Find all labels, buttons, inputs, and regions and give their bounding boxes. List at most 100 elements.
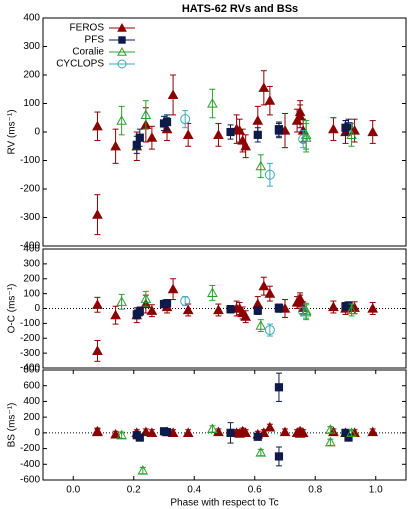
data-point (226, 127, 235, 137)
data-point (274, 303, 284, 312)
data-point (146, 305, 158, 315)
x-tick-label: 0.6 (248, 485, 262, 496)
data-point (253, 306, 262, 315)
data-point (255, 160, 267, 171)
data-point (182, 129, 194, 139)
data-point (274, 125, 284, 134)
y-tick-label: -300 (20, 212, 40, 223)
data-point (132, 140, 141, 149)
data-point (346, 427, 357, 437)
data-point (226, 305, 235, 314)
data-point (162, 117, 172, 127)
data-point (182, 304, 194, 315)
data-point (344, 433, 353, 442)
data-point (92, 345, 103, 355)
y-axis-label: RV (ms⁻¹) (7, 109, 18, 154)
data-point (258, 280, 270, 291)
data-point (264, 288, 276, 298)
data-point (146, 427, 158, 437)
data-point (226, 428, 235, 437)
data-point (182, 427, 194, 437)
data-point (344, 122, 353, 131)
y-tick-label: -100 (20, 318, 40, 329)
data-point (298, 134, 309, 145)
data-point (110, 140, 121, 151)
data-point (116, 296, 127, 306)
legend-label: PFS (85, 35, 105, 46)
data-point (240, 311, 252, 321)
data-point (346, 304, 357, 315)
y-tick-label: 0 (34, 303, 40, 314)
data-point (264, 95, 276, 105)
y-tick-label: 0 (34, 427, 40, 438)
y-tick-label: -200 (20, 443, 40, 454)
data-point (325, 424, 336, 434)
data-point (367, 302, 379, 313)
data-point (180, 114, 191, 125)
data-point (367, 126, 379, 137)
y-tick-label: -400 (20, 241, 40, 252)
data-point (92, 209, 103, 219)
y-tick-label: 0 (34, 127, 40, 138)
y-tick-label: 300 (23, 259, 40, 270)
data-point (135, 307, 144, 316)
legend-marker (117, 59, 127, 69)
data-point (110, 309, 121, 320)
data-point (207, 287, 218, 297)
data-point (240, 140, 252, 151)
x-axis-label: Phase with respect to Tc (170, 498, 278, 509)
y-tick-label: -400 (20, 459, 40, 470)
data-point (294, 110, 306, 121)
y-tick-label: -600 (20, 475, 40, 486)
y-axis-label: BS (ms⁻¹) (7, 403, 18, 448)
data-point (258, 82, 270, 92)
data-point (298, 306, 309, 317)
data-point (116, 115, 127, 125)
data-point (367, 426, 379, 437)
data-point (300, 305, 312, 315)
data-point (162, 299, 172, 308)
data-point (140, 293, 152, 303)
x-tick-label: 0.2 (127, 485, 141, 496)
y-tick-label: 400 (23, 13, 40, 24)
data-point (240, 427, 252, 437)
data-point (328, 123, 339, 134)
data-point (264, 421, 276, 432)
legend-label: FEROS (70, 23, 105, 34)
legend-marker (118, 36, 126, 44)
legend-marker (117, 46, 127, 56)
y-axis-label: O-C (ms⁻¹) (7, 284, 18, 334)
data-point (92, 426, 103, 437)
data-point (92, 120, 103, 131)
data-point (252, 298, 264, 309)
data-point (167, 283, 179, 294)
data-point (162, 427, 172, 437)
y-tick-label: -200 (20, 333, 40, 344)
data-point (234, 125, 245, 135)
y-tick-label: 300 (23, 41, 40, 52)
data-point (146, 132, 158, 142)
data-point (325, 436, 336, 447)
y-tick-label: 200 (23, 70, 40, 81)
data-point (92, 299, 103, 309)
data-point (274, 383, 284, 392)
legend-label: Coralie (72, 47, 104, 58)
y-tick-label: 400 (23, 244, 40, 255)
data-point (253, 432, 262, 441)
data-point (207, 97, 218, 108)
data-point (328, 301, 339, 312)
data-point (135, 433, 144, 442)
data-point (279, 426, 291, 437)
legend-label: CYCLOPS (56, 59, 104, 70)
legend-marker (117, 22, 127, 32)
y-tick-label: 100 (23, 288, 40, 299)
data-point (252, 115, 264, 125)
data-point (346, 129, 357, 139)
y-tick-label: -300 (20, 348, 40, 359)
data-point (213, 129, 224, 139)
data-point (294, 295, 306, 306)
data-point (253, 130, 262, 139)
data-point (255, 446, 267, 457)
y-tick-label: -100 (20, 155, 40, 166)
